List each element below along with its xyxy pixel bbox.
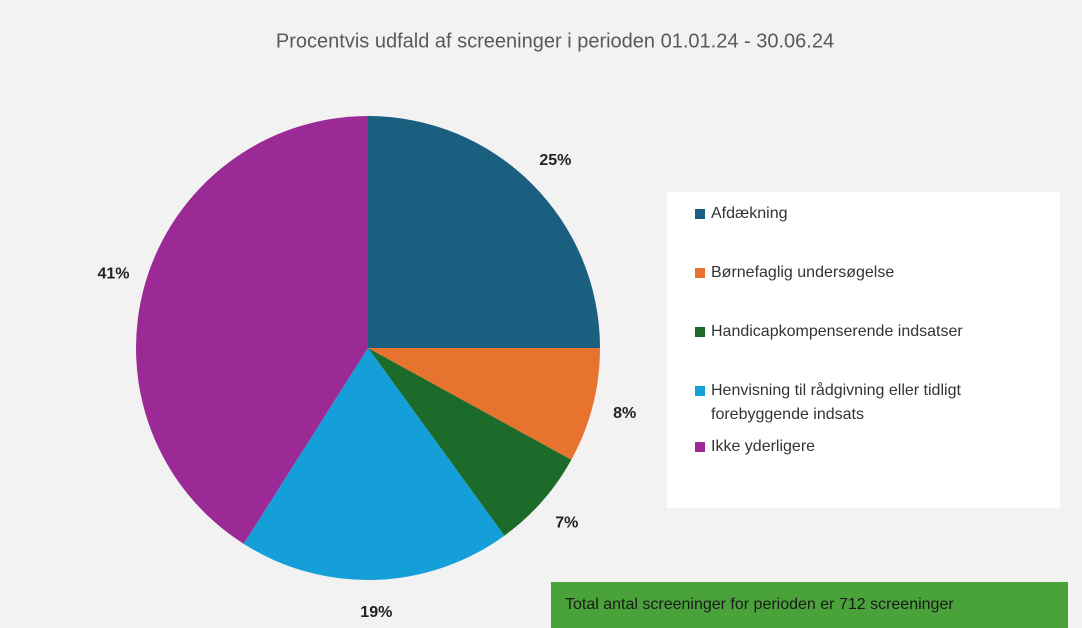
legend-item: Handicapkompenserende indsatser (695, 320, 1046, 344)
legend-swatch (695, 268, 705, 278)
legend-swatch (695, 327, 705, 337)
legend-label: Børnefaglig undersøgelse (711, 264, 895, 281)
pie-slice (368, 348, 572, 536)
pie-slice (368, 348, 600, 460)
chart-title: Procentvis udfald af screeninger i perio… (276, 30, 834, 52)
data-label: 8% (613, 405, 636, 422)
data-label: 25% (539, 152, 571, 169)
pie-slice (243, 348, 505, 580)
legend-label: Ikke yderligere (711, 438, 816, 455)
legend-item: Ikke yderligere (695, 435, 1046, 459)
legend-swatch (695, 442, 705, 452)
legend-swatch (695, 209, 705, 219)
legend: Afdækning Børnefaglig undersøgelse Handica… (667, 192, 1060, 508)
legend-item: Afdækning (695, 202, 1046, 226)
legend-item: Henvisning til rådgivning eller tidligt … (695, 379, 1046, 427)
data-label: 7% (555, 514, 578, 531)
pie-slice (368, 116, 600, 348)
pie-slice (136, 116, 368, 544)
legend-label: Henvisning til rådgivning eller tidligt … (711, 382, 961, 423)
legend-label: Handicapkompenserende indsatser (711, 323, 963, 340)
data-label: 19% (360, 604, 392, 621)
legend-item: Børnefaglig undersøgelse (695, 261, 1046, 285)
data-label: 41% (98, 265, 130, 282)
legend-label: Afdækning (711, 205, 788, 222)
legend-swatch (695, 386, 705, 396)
annotation: Total antal screeninger for perioden er … (551, 582, 1068, 628)
